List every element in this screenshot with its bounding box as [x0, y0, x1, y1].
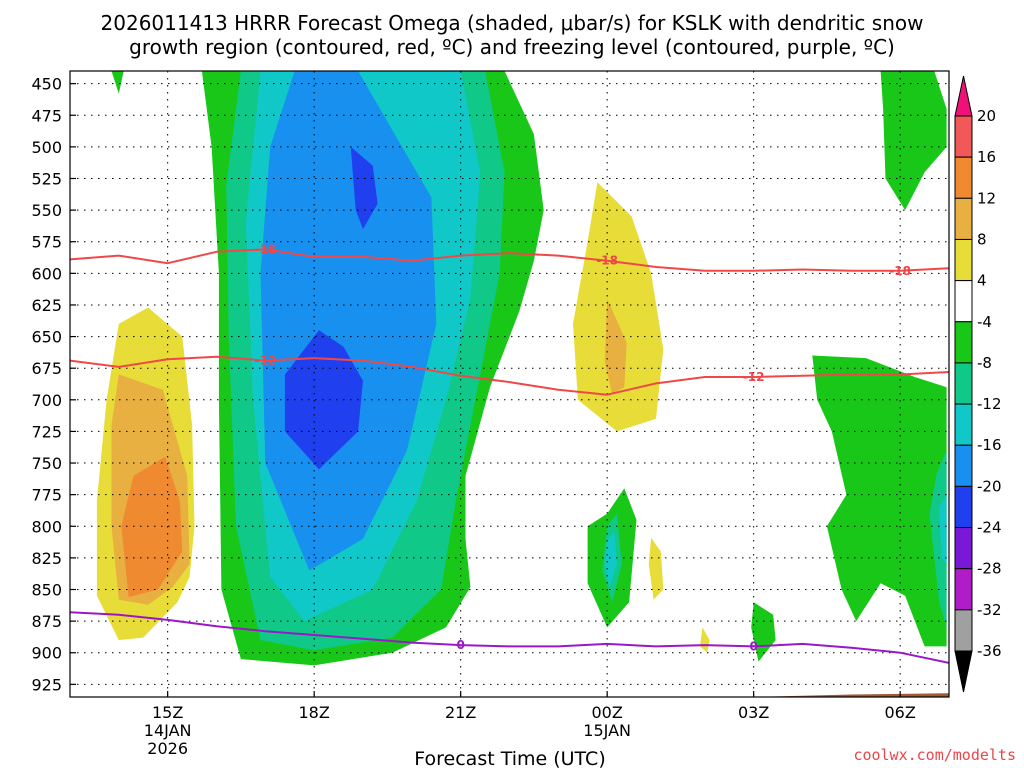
- colorbar-bottom-arrow: [954, 650, 973, 693]
- x-tick-label: 00Z: [592, 703, 623, 722]
- colorbar-band: [954, 156, 973, 199]
- omega-region-top-left-sliver: [111, 71, 124, 94]
- y-tick-label: 800: [31, 517, 62, 536]
- omega-region-max-ascent-upper: [350, 146, 378, 230]
- x-tick-date: 15JAN: [583, 721, 631, 740]
- x-tick-label: 18Z: [299, 703, 330, 722]
- omega-region-small-yellow-02z: [700, 627, 710, 653]
- y-tick-label: 575: [31, 233, 62, 252]
- omega-region-small-cyan-00z: [604, 532, 617, 587]
- x-tick-year: 2026: [147, 739, 188, 758]
- dgz-minus12-line-label: -12: [743, 370, 765, 384]
- colorbar-band: [954, 115, 973, 158]
- y-tick-label: 500: [31, 138, 62, 157]
- colorbar-level-label: -24: [977, 519, 1002, 537]
- y-tick-label: 700: [31, 391, 62, 410]
- y-tick-label: 725: [31, 422, 62, 441]
- colorbar-level-label: 20: [977, 107, 996, 125]
- x-axis-title: Forecast Time (UTC): [414, 748, 605, 768]
- colorbar-band: [954, 485, 973, 529]
- omega-shading: [70, 71, 949, 697]
- omega-region-right-edge-seagreen: [929, 450, 947, 628]
- temperature-contours: [70, 248, 949, 664]
- dgz-minus18-line-label: -18: [254, 242, 276, 256]
- y-tick-label: 600: [31, 264, 62, 283]
- source-credit: coolwx.com/modelts: [853, 746, 1016, 764]
- colorbar-band: [954, 362, 973, 405]
- colorbar-band: [954, 197, 973, 240]
- colorbar-band: [954, 403, 973, 446]
- dgz-minus18-line: [70, 248, 949, 272]
- colorbar-band: [954, 444, 973, 487]
- colorbar-top-arrow: [954, 75, 973, 117]
- y-tick-label: 900: [31, 644, 62, 663]
- plot-frame: [69, 70, 950, 698]
- omega-region-top-right-green: [880, 71, 947, 211]
- chart-title-line2: growth region (contoured, red, ºC) and f…: [129, 35, 895, 59]
- freezing-level-line: [70, 611, 949, 664]
- y-tick-label: 650: [31, 328, 62, 347]
- y-tick-label: 925: [31, 675, 62, 694]
- colorbar-band: [954, 609, 973, 652]
- colorbar-level-label: -36: [977, 642, 1002, 660]
- omega-region-max-ascent-lower: [284, 330, 363, 470]
- y-tick-label: 825: [31, 549, 62, 568]
- colorbar-level-label: -28: [977, 560, 1002, 578]
- colorbar-level-label: 12: [977, 189, 996, 207]
- omega-region-upward-motion-15z-12: [121, 456, 183, 598]
- dgz-minus18-line-label: -18: [889, 264, 911, 278]
- colorbar-level-label: -16: [977, 436, 1002, 454]
- y-tick-label: 875: [31, 612, 62, 631]
- colorbar-level-label: -32: [977, 601, 1002, 619]
- y-tick-label: 475: [31, 106, 62, 125]
- omega-region-upward-motion-00z: [573, 182, 664, 432]
- freezing-level-line-label: 0: [749, 639, 757, 653]
- chart-title-line1: 2026011413 HRRR Forecast Omega (shaded, …: [101, 11, 924, 35]
- omega-region-right-lower-green: [812, 355, 947, 647]
- y-axis: 450 475 500 525 550 575 600 625 650 675 700 725 750 7…: [31, 75, 76, 694]
- colorbar-band: [954, 568, 973, 611]
- x-tick-label: 15Z: [152, 703, 183, 722]
- colorbar-band: [954, 321, 973, 364]
- y-tick-label: 625: [31, 296, 62, 315]
- colorbar-band: [954, 238, 973, 282]
- omega-region-upward-motion-00z-8: [604, 298, 627, 394]
- colorbar-level-label: -20: [977, 477, 1002, 495]
- omega-region-small-yellow-01z: [648, 537, 664, 600]
- colorbar-level-label: 8: [977, 230, 987, 248]
- x-tick-date: 14JAN: [144, 721, 192, 740]
- colorbar-level-label: 4: [977, 272, 987, 290]
- colorbar-level-label: 16: [977, 148, 996, 166]
- omega-region-right-edge-cyan: [939, 494, 947, 565]
- colorbar-band: [954, 527, 973, 570]
- dgz-minus12-line: [70, 355, 949, 396]
- dgz-minus12-line-label: -12: [254, 354, 276, 368]
- y-tick-label: 675: [31, 359, 62, 378]
- x-tick-label: 21Z: [445, 703, 476, 722]
- freezing-level-line-label: 0: [456, 638, 464, 652]
- colorbar-level-label: -8: [977, 354, 992, 372]
- y-tick-label: 525: [31, 169, 62, 188]
- y-tick-label: 750: [31, 454, 62, 473]
- colorbar-legend: 20 16 12 8 4 -4 -8 -12 -16 -20 -24 -28 -32 -36: [954, 75, 1002, 693]
- x-tick-label: 06Z: [885, 703, 916, 722]
- colorbar-band: [954, 280, 973, 323]
- contour-labels: -18 -18 -18 -12 -12 0 0: [254, 242, 911, 653]
- colorbar-level-label: -4: [977, 313, 992, 331]
- y-tick-label: 850: [31, 581, 62, 600]
- x-tick-label: 03Z: [738, 703, 769, 722]
- dgz-minus18-line-label: -18: [596, 254, 618, 268]
- colorbar-level-label: -12: [977, 395, 1002, 413]
- y-tick-label: 450: [31, 75, 62, 94]
- y-tick-label: 775: [31, 486, 62, 505]
- y-tick-label: 550: [31, 201, 62, 220]
